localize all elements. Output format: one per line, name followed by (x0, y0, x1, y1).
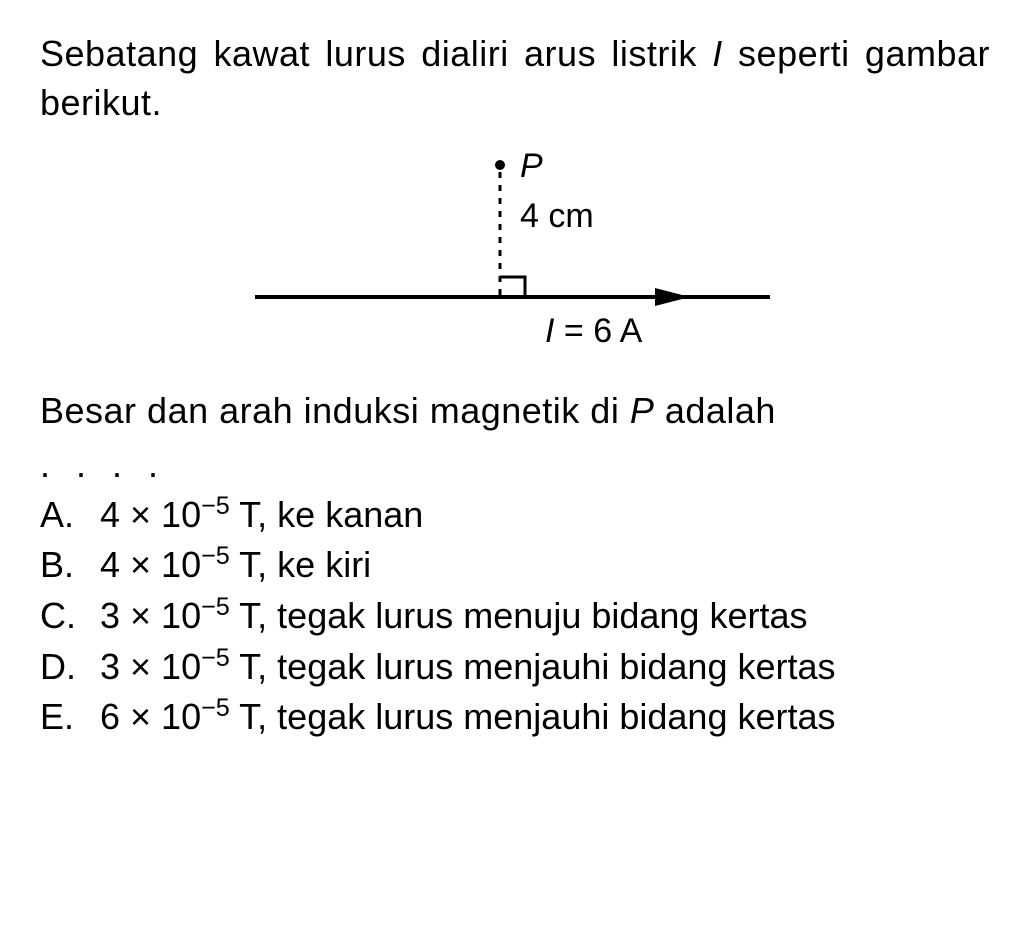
option-b-sup: −5 (201, 542, 230, 570)
option-c-rest: T, tegak lurus menuju bidang kertas (230, 595, 808, 636)
option-c-letter: C. (40, 592, 100, 641)
option-c-prefix: 3 × 10 (100, 595, 201, 636)
option-d: D. 3 × 10−5 T, tegak lurus menjauhi bida… (40, 643, 990, 692)
option-c: C. 3 × 10−5 T, tegak lurus menuju bidang… (40, 592, 990, 641)
option-c-sup: −5 (201, 593, 230, 621)
option-a: A. 4 × 10−5 T, ke kanan (40, 491, 990, 540)
distance-label: 4 cm (520, 197, 594, 235)
option-b-prefix: 4 × 10 (100, 544, 201, 585)
option-b-letter: B. (40, 541, 100, 590)
option-b-rest: T, ke kiri (230, 544, 371, 585)
option-e-prefix: 6 × 10 (100, 696, 201, 737)
question-text-2: Besar dan arah induksi magnetik di P ada… (40, 387, 990, 436)
option-e-rest: T, tegak lurus menjauhi bidang kertas (230, 696, 836, 737)
option-a-prefix: 4 × 10 (100, 494, 201, 535)
point-p-label: P (520, 147, 543, 185)
physics-diagram: P 4 cm I = 6 A (235, 147, 795, 367)
option-a-text: 4 × 10−5 T, ke kanan (100, 491, 990, 540)
option-d-letter: D. (40, 643, 100, 692)
option-c-text: 3 × 10−5 T, tegak lurus menuju bidang ke… (100, 592, 990, 641)
option-d-prefix: 3 × 10 (100, 646, 201, 687)
current-label: I = 6 A (545, 312, 643, 350)
option-b: B. 4 × 10−5 T, ke kiri (40, 541, 990, 590)
q2-italic-P: P (630, 390, 655, 431)
question-text: Sebatang kawat lurus dialiri arus listri… (40, 30, 990, 127)
point-p-dot (495, 160, 505, 170)
question-italic-I: I (712, 33, 723, 74)
options-list: A. 4 × 10−5 T, ke kanan B. 4 × 10−5 T, k… (40, 491, 990, 742)
ellipsis-dots: . . . . (40, 444, 990, 486)
q2-part1: Besar dan arah induksi magnetik di (40, 390, 630, 431)
diagram-container: P 4 cm I = 6 A (40, 147, 990, 367)
option-a-letter: A. (40, 491, 100, 540)
option-a-sup: −5 (201, 492, 230, 520)
option-e-letter: E. (40, 693, 100, 742)
option-b-text: 4 × 10−5 T, ke kiri (100, 541, 990, 590)
right-angle-marker (500, 277, 525, 295)
option-a-rest: T, ke kanan (230, 494, 423, 535)
option-e-text: 6 × 10−5 T, tegak lurus menjauhi bidang … (100, 693, 990, 742)
arrow-head-icon (655, 288, 690, 306)
option-d-sup: −5 (201, 644, 230, 672)
option-d-text: 3 × 10−5 T, tegak lurus menjauhi bidang … (100, 643, 990, 692)
q2-part2: adalah (654, 390, 776, 431)
option-e: E. 6 × 10−5 T, tegak lurus menjauhi bida… (40, 693, 990, 742)
question-part1: Sebatang kawat lurus dialiri arus listri… (40, 33, 712, 74)
option-e-sup: −5 (201, 694, 230, 722)
option-d-rest: T, tegak lurus menjauhi bidang kertas (230, 646, 836, 687)
